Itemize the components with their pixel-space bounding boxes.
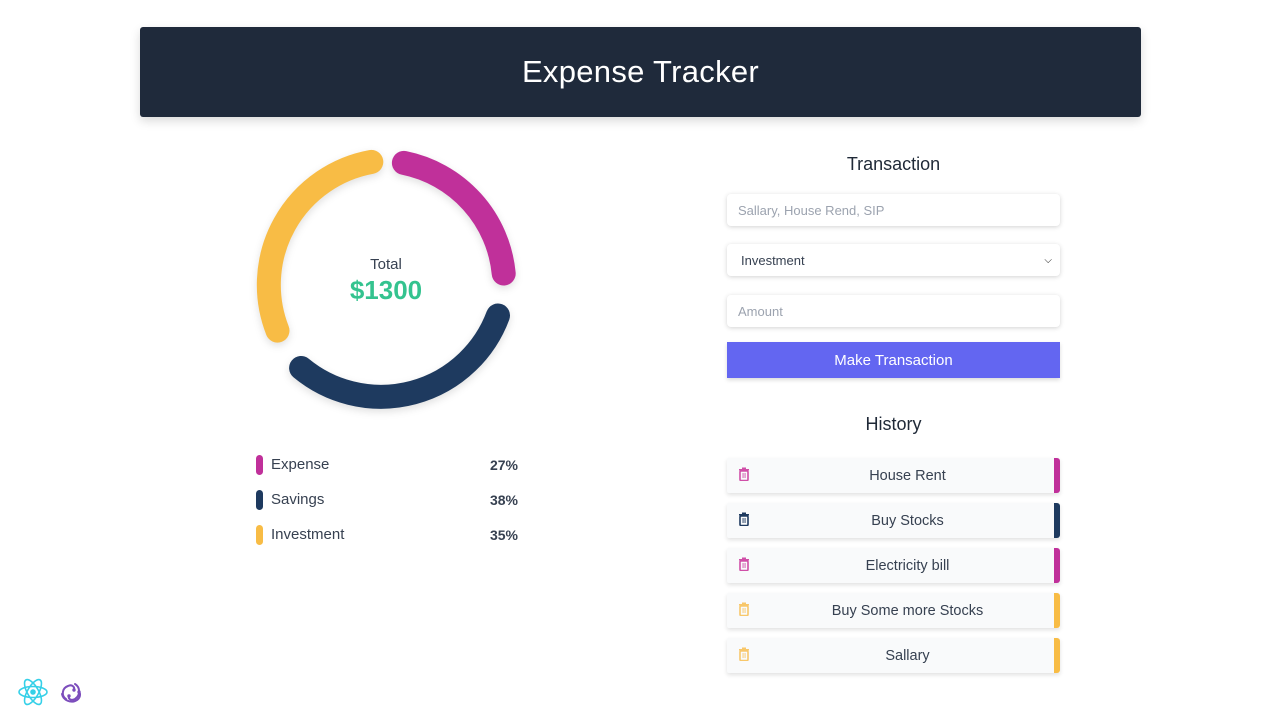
trash-icon[interactable] — [738, 602, 750, 616]
legend-item-investment: Investment 35% — [256, 517, 518, 552]
legend: Expense 27% Savings 38% Investment 35% — [256, 447, 518, 552]
history-item: Electricity bill — [727, 548, 1060, 583]
app-title: Expense Tracker — [521, 54, 760, 89]
transaction-panel: Transaction Investment ⌵ Make Transactio… — [727, 150, 1060, 683]
chevron-down-icon: ⌵ — [1044, 254, 1052, 266]
category-indicator — [1054, 638, 1060, 673]
legend-percent: 27% — [489, 456, 518, 473]
history-item: Sallary — [727, 638, 1060, 673]
history-item: Buy Stocks — [727, 503, 1060, 538]
history-item: House Rent — [727, 458, 1060, 493]
expense-swatch — [256, 454, 263, 475]
legend-item-expense: Expense 27% — [256, 447, 518, 482]
trash-icon[interactable] — [738, 647, 750, 661]
history-item-name: Sallary — [885, 647, 930, 664]
history-title: History — [865, 414, 922, 434]
history-item-name: House Rent — [869, 467, 946, 484]
trash-icon[interactable] — [738, 557, 750, 571]
history-item: Buy Some more Stocks — [727, 593, 1060, 628]
legend-percent: 35% — [489, 526, 518, 543]
donut-center: Total $1300 — [246, 146, 526, 426]
transaction-title: Transaction — [846, 154, 941, 174]
total-label: Total — [370, 256, 402, 273]
app-header: Expense Tracker — [140, 27, 1141, 117]
make-transaction-button[interactable]: Make Transaction — [727, 342, 1060, 378]
category-indicator — [1054, 593, 1060, 628]
legend-item-savings: Savings 38% — [256, 482, 518, 517]
category-indicator — [1054, 548, 1060, 583]
trash-icon[interactable] — [738, 512, 750, 526]
legend-label: Investment — [271, 526, 345, 543]
donut-chart: Total $1300 — [246, 146, 526, 426]
category-indicator — [1054, 458, 1060, 493]
history-item-name: Buy Stocks — [871, 512, 944, 529]
transaction-name-input[interactable] — [727, 194, 1060, 226]
history-item-name: Electricity bill — [865, 557, 950, 574]
legend-label: Expense — [271, 456, 330, 473]
redux-logo-icon — [61, 683, 82, 703]
trash-icon[interactable] — [738, 467, 750, 481]
expense-arc — [391, 150, 516, 286]
legend-percent: 38% — [489, 491, 518, 508]
investment-swatch — [256, 524, 263, 545]
tech-logos — [17, 676, 85, 708]
category-indicator — [1054, 503, 1060, 538]
donut-ring — [256, 149, 516, 409]
history-item-name: Buy Some more Stocks — [831, 602, 984, 619]
total-value: $1300 — [349, 275, 423, 305]
investment-arc — [256, 149, 384, 343]
history-list: House Rent Buy Stocks Electricity bill B… — [727, 458, 1060, 673]
amount-input[interactable] — [727, 295, 1060, 327]
selected-type: Investment — [741, 252, 805, 268]
transaction-type-select[interactable]: Investment ⌵ — [727, 244, 1060, 276]
savings-swatch — [256, 489, 263, 510]
legend-label: Savings — [271, 491, 325, 508]
savings-arc — [289, 303, 510, 409]
react-logo-icon — [18, 678, 48, 706]
